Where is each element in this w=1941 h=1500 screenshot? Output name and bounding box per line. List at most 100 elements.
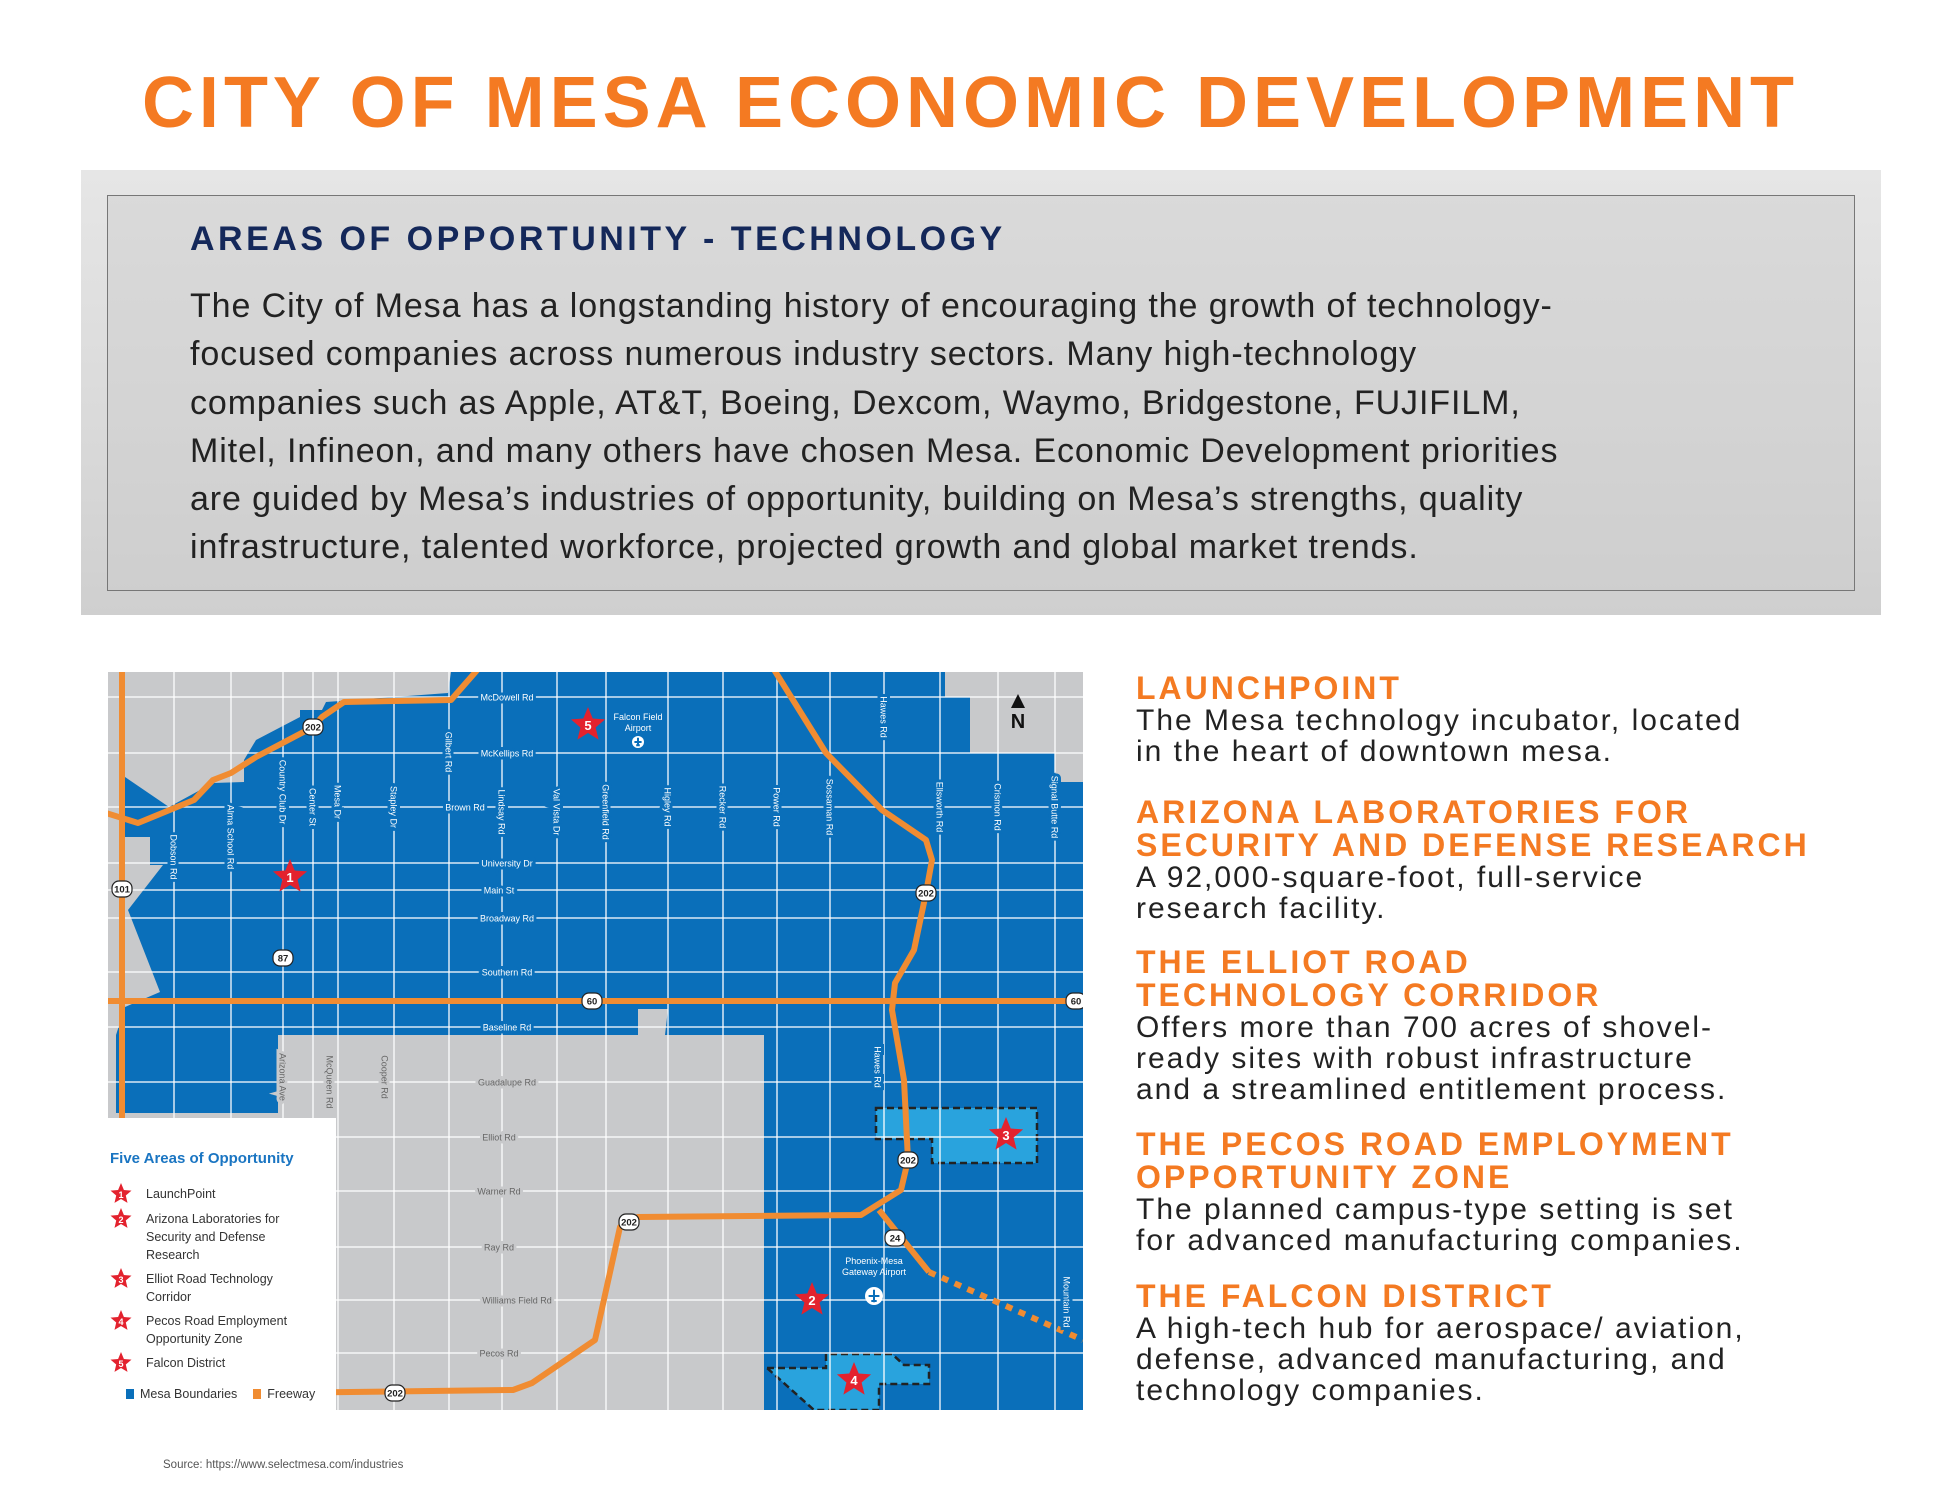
area-heading: THE FALCON DISTRICT [1136, 1280, 1926, 1313]
area-heading: LAUNCHPOINT [1136, 672, 1926, 705]
road-label: Stapley Dr [389, 786, 399, 828]
shield-badge [1065, 992, 1083, 1010]
road-label: Crismon Rd [993, 783, 1003, 831]
svg-text:1: 1 [118, 1190, 123, 1200]
freeway-202-north [108, 672, 480, 826]
road-label: Hawes Rd [879, 696, 889, 738]
legend-title: Five Areas of Opportunity [110, 1150, 294, 1167]
shield-number: 24 [890, 1234, 901, 1245]
road-label: Pecos Rd [479, 1349, 518, 1359]
road-label: Recker Rd [718, 786, 728, 829]
area-star-3: 3 [988, 1117, 1024, 1150]
shield-badge [915, 884, 937, 902]
shield-number: 60 [1071, 997, 1082, 1008]
area-description-line: Offers more than 700 acres of shovel- [1136, 1011, 1714, 1044]
legend-key-label: Mesa Boundaries [140, 1387, 238, 1401]
shield-badge [302, 718, 324, 736]
star-icon [988, 1117, 1024, 1150]
road-label: Mesa Dr [333, 785, 343, 819]
star-icon [836, 1362, 872, 1395]
road-label: Alma School Rd [226, 805, 236, 870]
road-label: Guadalupe Rd [478, 1078, 536, 1088]
legend-item: 5 Falcon District [110, 1352, 336, 1373]
opportunity-area: THE FALCON DISTRICT A high-tech hub for a… [1136, 1280, 1926, 1407]
area-heading-line: THE PECOS ROAD EMPLOYMENT [1136, 1126, 1734, 1162]
legend-item: 4 Pecos Road Employment Opportunity Zone [110, 1310, 336, 1348]
route-shield-60: 60 [581, 992, 603, 1010]
road-label: Hawes Rd [873, 1046, 883, 1088]
route-shield-60: 60 [1065, 992, 1083, 1010]
svg-text:5: 5 [118, 1359, 123, 1369]
road-label: Ray Rd [484, 1243, 514, 1253]
area-heading-line: THE ELLIOT ROAD [1136, 944, 1471, 980]
intro-panel [107, 195, 1855, 591]
svg-text:2: 2 [118, 1215, 123, 1225]
road-label: Dobson Rd [169, 834, 179, 879]
legend-item-label: Pecos Road Employment Opportunity Zone [146, 1314, 288, 1346]
area-heading-line: ARIZONA LABORATORIES FOR [1136, 794, 1691, 830]
shield-badge [581, 992, 603, 1010]
route-shield-202: 202 [384, 1384, 406, 1402]
road-label: Arizona Ave [278, 1053, 288, 1101]
route-shield-202: 202 [897, 1151, 919, 1169]
area-description-line: ready sites with robust infrastructure [1136, 1042, 1694, 1075]
shield-number: 101 [114, 885, 131, 896]
intro-text: The City of Mesa has a longstanding hist… [190, 282, 1558, 572]
intro-line: infrastructure, talented workforce, proj… [190, 528, 1419, 567]
hero-background [81, 170, 1881, 615]
star-icon [794, 1282, 830, 1315]
legend-key-label: Freeway [267, 1387, 316, 1401]
opportunity-area: THE PECOS ROAD EMPLOYMENT OPPORTUNITY ZON… [1136, 1126, 1926, 1257]
opportunity-area: ARIZONA LABORATORIES FOR SECURITY AND DEF… [1136, 794, 1926, 925]
airport-label: Phoenix-Mesa [845, 1256, 903, 1266]
shield-number: 202 [387, 1389, 403, 1400]
road-label: Elliot Rd [482, 1133, 516, 1143]
star-icon [570, 707, 606, 740]
legend-item-label: Falcon District [146, 1356, 226, 1370]
shield-number: 60 [587, 997, 598, 1008]
legend-item: 3 Elliot Road Technology Corridor [110, 1268, 336, 1306]
road-label: Ellsworth Rd [935, 782, 945, 833]
area-description-line: A 92,000-square-foot, full-service [1136, 861, 1645, 894]
road-label: Center St [308, 788, 318, 827]
section-heading: AREAS OF OPPORTUNITY - TECHNOLOGY [190, 220, 1006, 258]
area-description-line: The Mesa technology incubator, located [1136, 704, 1743, 737]
area-description-line: in the heart of downtown mesa. [1136, 735, 1613, 768]
airport-label: Airport [625, 723, 652, 733]
area-description-line: research facility. [1136, 892, 1387, 925]
road-label: Power Rd [772, 787, 782, 827]
airplane-glyph [634, 737, 642, 747]
area-description-line: and a streamlined entitlement process. [1136, 1073, 1728, 1106]
airport-label: Falcon Field [613, 712, 662, 722]
road-label: Main St [484, 886, 515, 896]
area-description-line: A high-tech hub for aerospace/ aviation, [1136, 1312, 1745, 1345]
legend-key-freeway: Freeway [253, 1387, 315, 1401]
svg-text:3: 3 [118, 1275, 123, 1285]
road-label: Williams Field Rd [482, 1296, 552, 1306]
road-label: Signal Butte Rd [1050, 776, 1060, 839]
legend-item-label: Arizona Laboratories for Security and De… [146, 1212, 280, 1262]
road-label: Gilbert Rd [444, 732, 454, 773]
road-label: Southern Rd [482, 968, 533, 978]
shield-badge [618, 1213, 640, 1231]
area-heading-line: THE FALCON DISTRICT [1136, 1278, 1554, 1314]
area-description-line: defense, advanced manufacturing, and [1136, 1343, 1727, 1376]
shield-badge [272, 949, 294, 967]
road-label: University Dr [481, 859, 533, 869]
page-title: CITY OF MESA ECONOMIC DEVELOPMENT [141, 63, 1800, 143]
road-label: McDowell Rd [480, 693, 533, 703]
star-icon: 4 [110, 1310, 132, 1330]
star-icon: 2 [110, 1208, 132, 1228]
shield-badge [384, 1384, 406, 1402]
intro-line: The City of Mesa has a longstanding hist… [190, 287, 1553, 325]
road-label: Brown Rd [445, 803, 485, 813]
map-legend: Five Areas of Opportunity 1 LaunchPoint 2 A… [100, 1118, 336, 1418]
area-heading-line: LAUNCHPOINT [1136, 670, 1402, 706]
route-shield-87: 87 [272, 949, 294, 967]
road-label: Country Club Dr [278, 760, 288, 825]
road-label: McQueen Rd [325, 1055, 335, 1108]
area-description-line: technology companies. [1136, 1374, 1485, 1407]
road-label: Higley Rd [663, 787, 673, 826]
legend-item-label: Elliot Road Technology Corridor [146, 1272, 273, 1304]
area-description-line: The planned campus-type setting is set [1136, 1193, 1734, 1226]
